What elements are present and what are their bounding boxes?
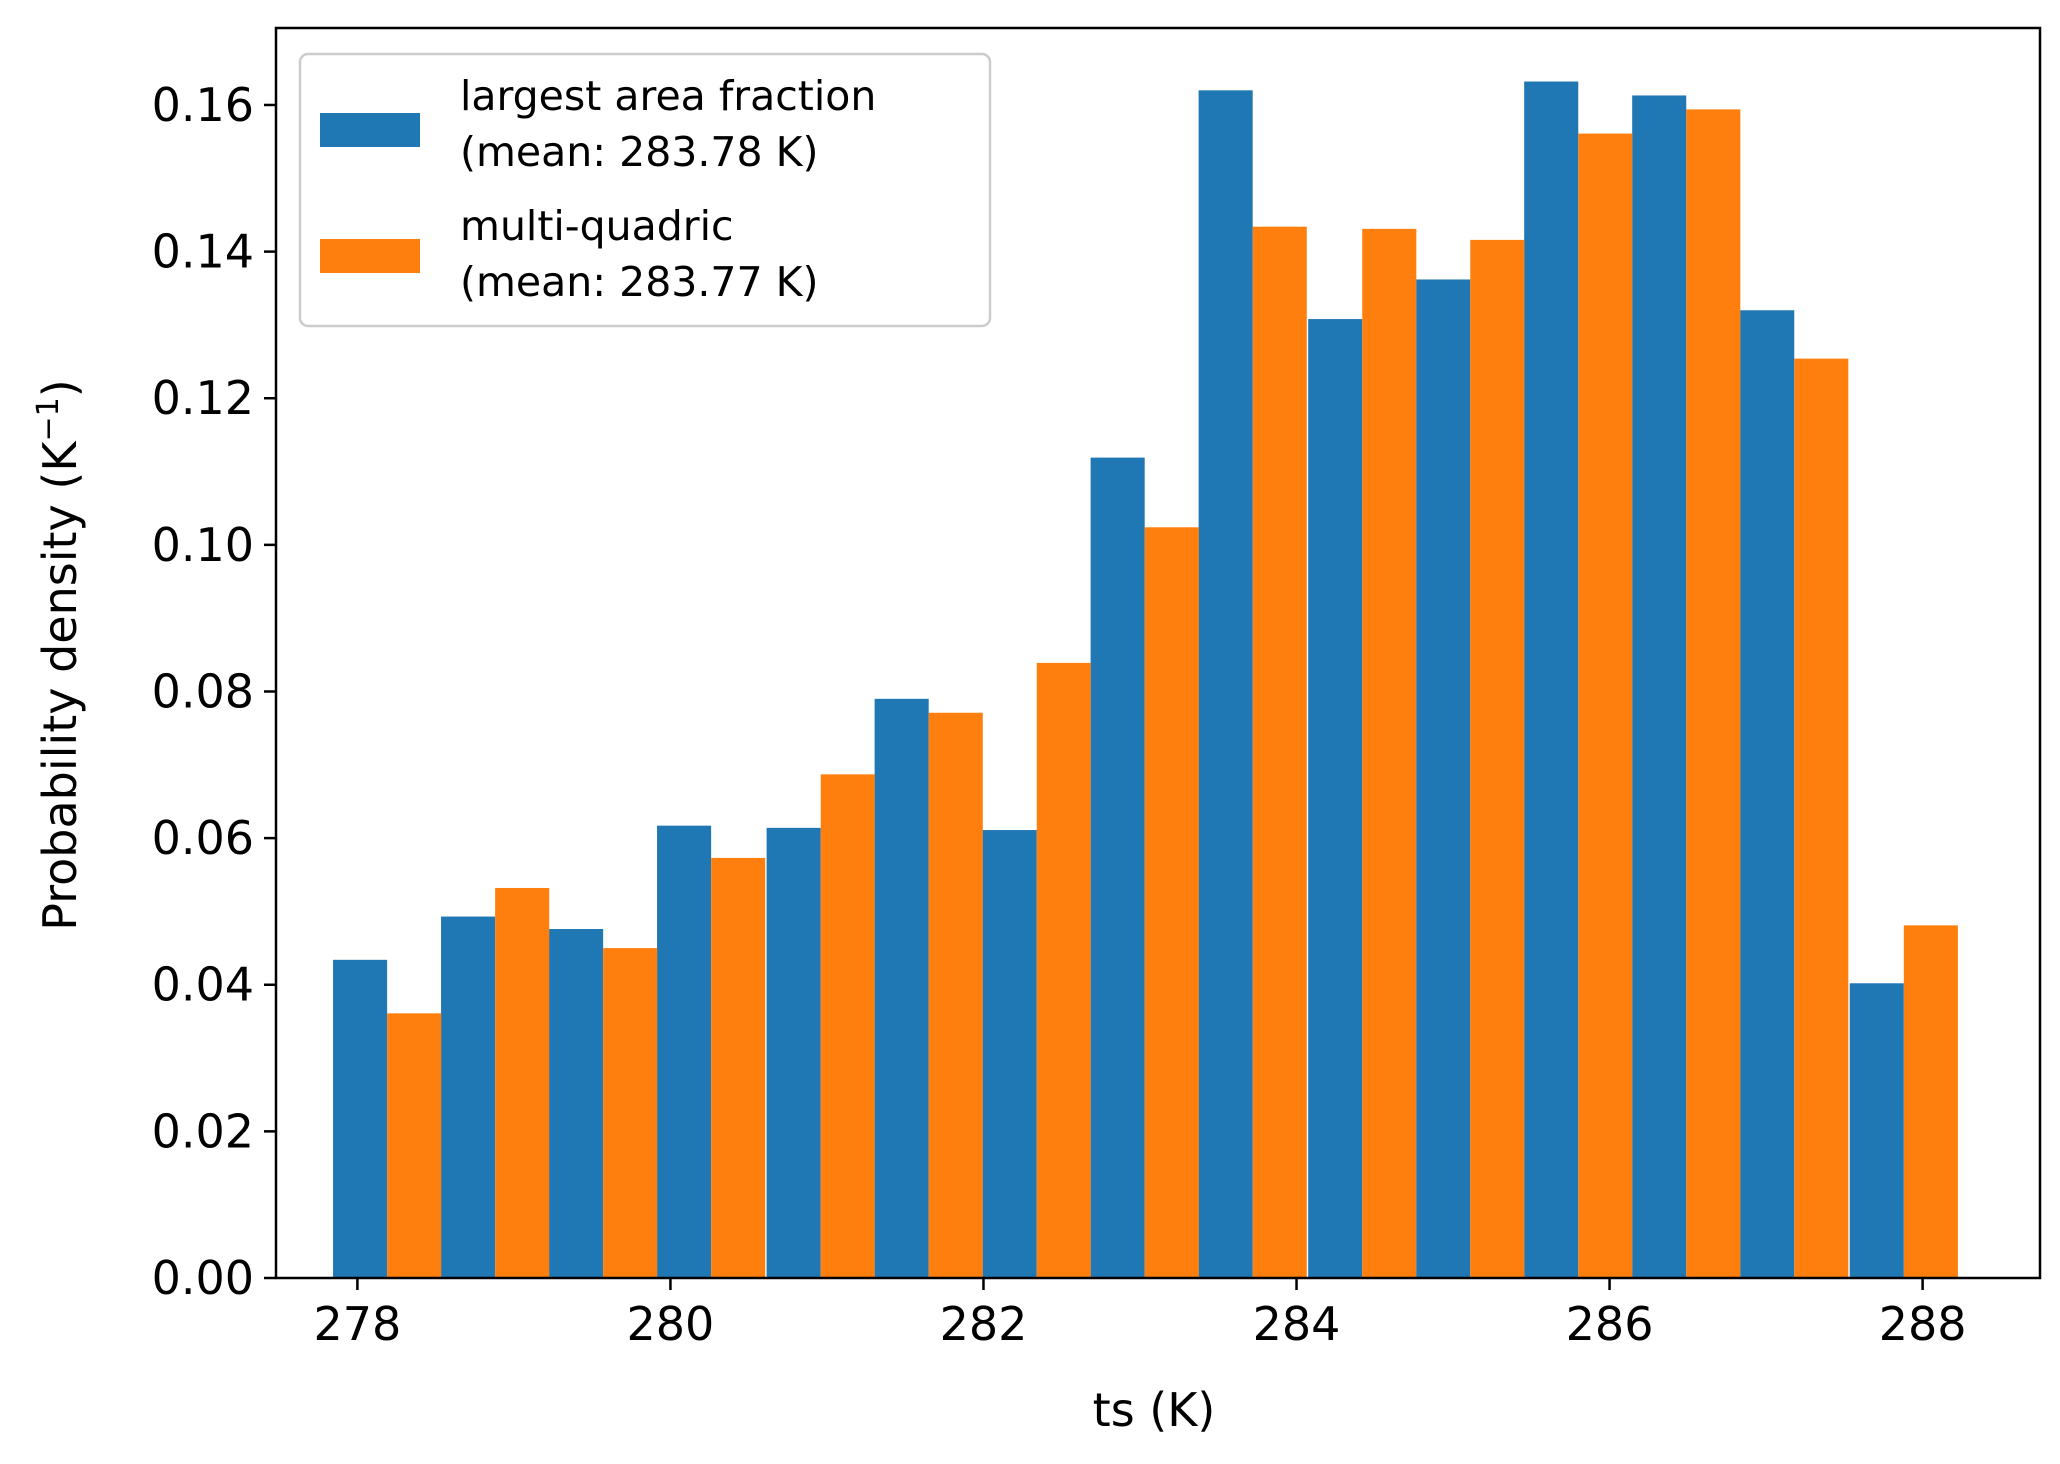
y-tick-label: 0.04 [152, 958, 254, 1012]
bar-multi-quadric-11 [1578, 133, 1633, 1278]
bar-largest-area-fraction-7 [1090, 457, 1145, 1278]
bar-largest-area-fraction-1 [441, 916, 496, 1278]
bar-multi-quadric-2 [603, 948, 658, 1278]
y-tick-label: 0.06 [152, 811, 254, 865]
bars-group [333, 81, 1958, 1279]
y-axis-title-close: ) [33, 379, 87, 397]
x-tick-label: 284 [1253, 1297, 1341, 1351]
bar-largest-area-fraction-2 [549, 929, 604, 1278]
bar-multi-quadric-5 [928, 712, 983, 1278]
bar-largest-area-fraction-10 [1416, 279, 1471, 1278]
bar-largest-area-fraction-4 [766, 827, 821, 1278]
bar-multi-quadric-1 [495, 887, 550, 1278]
y-tick-label: 0.08 [152, 664, 254, 718]
legend-box [298, 52, 992, 328]
y-tick-label: 0.00 [152, 1251, 254, 1305]
legend-label-multi-quadric: multi-quadric [460, 202, 734, 250]
y-tick-label: 0.16 [152, 78, 254, 132]
y-axis-ticks: 0.00 0.02 0.04 0.06 0.08 0.10 0.12 0.14 0.16 [152, 78, 276, 1305]
x-tick-label: 278 [313, 1297, 401, 1351]
bar-largest-area-fraction-8 [1198, 90, 1253, 1278]
legend-label-multi-quadric-mean: (mean: 283.77 K) [460, 258, 819, 306]
plot-frame [274, 26, 2042, 1280]
bar-multi-quadric-8 [1252, 226, 1307, 1278]
bar-multi-quadric-4 [820, 774, 875, 1278]
bar-largest-area-fraction-3 [657, 825, 712, 1278]
y-tick-label: 0.14 [152, 225, 254, 279]
legend: largest area fraction (mean: 283.78 K) m… [298, 52, 992, 328]
bar-largest-area-fraction-13 [1740, 310, 1795, 1278]
legend-swatch-largest-area-fraction [320, 113, 420, 147]
x-tick-label: 286 [1566, 1297, 1654, 1351]
bar-multi-quadric-3 [711, 857, 766, 1278]
bar-largest-area-fraction-14 [1849, 983, 1904, 1278]
bar-largest-area-fraction-5 [874, 698, 929, 1278]
bar-multi-quadric-9 [1362, 228, 1417, 1278]
x-axis-ticks: 278 280 282 284 286 288 [313, 1278, 1967, 1351]
legend-label-largest-area-fraction-mean: (mean: 283.78 K) [460, 128, 819, 176]
bar-largest-area-fraction-12 [1632, 95, 1687, 1278]
y-axis-title-main: Probability density (K [33, 440, 87, 931]
y-axis-title: Probability density (K−1) [31, 379, 87, 930]
legend-swatch-multi-quadric [320, 239, 420, 273]
bar-largest-area-fraction-6 [982, 830, 1037, 1278]
x-tick-label: 280 [627, 1297, 715, 1351]
y-tick-label: 0.02 [152, 1104, 254, 1158]
bar-largest-area-fraction-9 [1308, 319, 1363, 1278]
bar-multi-quadric-7 [1144, 527, 1199, 1278]
y-axis-title-superscript: −1 [31, 397, 66, 441]
y-tick-label: 0.12 [152, 371, 254, 425]
bar-multi-quadric-6 [1036, 662, 1091, 1278]
bar-largest-area-fraction-0 [333, 959, 388, 1278]
x-tick-label: 282 [940, 1297, 1028, 1351]
legend-label-largest-area-fraction: largest area fraction [460, 72, 876, 120]
bar-multi-quadric-0 [387, 1013, 442, 1278]
x-tick-label: 288 [1879, 1297, 1967, 1351]
bar-multi-quadric-10 [1470, 239, 1525, 1278]
bar-multi-quadric-13 [1794, 358, 1849, 1279]
x-axis-title: ts (K) [1093, 1383, 1216, 1437]
bar-multi-quadric-12 [1686, 109, 1741, 1278]
bar-multi-quadric-14 [1903, 925, 1958, 1278]
y-tick-label: 0.10 [152, 518, 254, 572]
bar-largest-area-fraction-11 [1524, 81, 1579, 1279]
